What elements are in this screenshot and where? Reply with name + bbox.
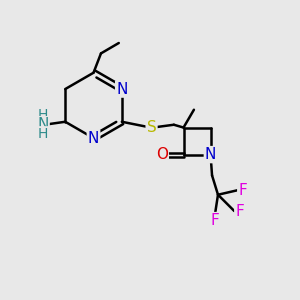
Text: S: S [147, 120, 156, 135]
Text: F: F [235, 204, 244, 219]
Text: H: H [38, 108, 48, 122]
Text: N: N [88, 130, 99, 146]
Text: F: F [211, 213, 219, 228]
Text: N: N [37, 117, 49, 132]
Text: H: H [38, 127, 48, 141]
Text: N: N [205, 147, 216, 162]
Text: F: F [238, 183, 247, 198]
Text: N: N [116, 82, 128, 97]
Text: O: O [156, 147, 168, 162]
